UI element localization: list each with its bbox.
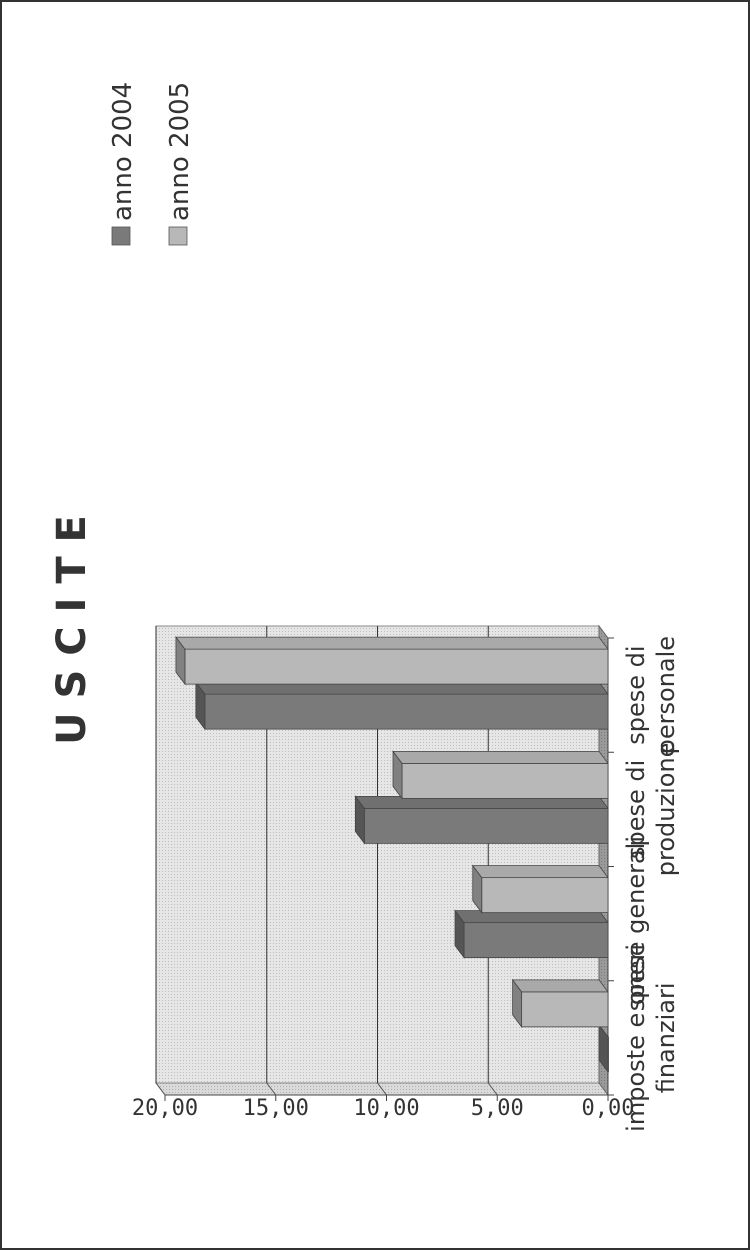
- category-label-line: spese di: [622, 760, 650, 859]
- bar-front: [184, 648, 609, 685]
- legend-swatch: [168, 226, 188, 246]
- bar: [392, 750, 609, 800]
- value-axis-tick-label: 0,00: [582, 1096, 635, 1121]
- legend-label: anno 2004: [108, 82, 138, 221]
- legend-label: anno 2005: [165, 82, 195, 221]
- category-label-line: produzione: [652, 743, 680, 877]
- value-axis-tick-label: 20,00: [132, 1096, 198, 1121]
- bar-front: [463, 922, 609, 959]
- category-label: spese generali: [622, 836, 650, 1011]
- bar-front: [521, 991, 609, 1028]
- gridline-side: [155, 1082, 166, 1096]
- bar: [454, 909, 609, 959]
- value-axis-tick-label: 5,00: [471, 1096, 524, 1121]
- bar-side: [471, 865, 609, 879]
- bar: [511, 978, 609, 1029]
- category-label-line: spese generali: [622, 836, 650, 1011]
- category-label-line: spese di: [622, 645, 650, 744]
- bar-front: [481, 877, 609, 914]
- chart-legend: anno 2004 anno 2005: [108, 82, 195, 246]
- value-axis-tick-label: 10,00: [353, 1096, 419, 1121]
- bar: [354, 795, 609, 845]
- legend-swatch: [111, 226, 131, 246]
- category-label-line: finanziari: [652, 982, 680, 1093]
- bar: [195, 680, 609, 731]
- bar: [471, 864, 609, 914]
- category-label: spese di personale: [622, 636, 680, 754]
- bar-front: [401, 762, 609, 799]
- bar-side: [392, 750, 609, 764]
- bar: [175, 635, 609, 686]
- category-label: spese di produzione: [622, 743, 680, 877]
- gridline-side: [266, 1082, 277, 1096]
- value-axis-tick-label: 15,00: [243, 1096, 309, 1121]
- bar-front: [363, 807, 609, 844]
- category-label-line: personale: [652, 636, 680, 754]
- gridline-side: [377, 1082, 387, 1096]
- chart-title: U S C I T E: [49, 515, 95, 745]
- category-label: imposte e oneri finanziari: [622, 944, 680, 1132]
- bar-side: [511, 979, 609, 993]
- category-label-line: imposte e oneri: [622, 944, 650, 1132]
- gridline-side: [487, 1082, 498, 1096]
- bar-side: [175, 636, 609, 650]
- bar-front: [204, 693, 609, 730]
